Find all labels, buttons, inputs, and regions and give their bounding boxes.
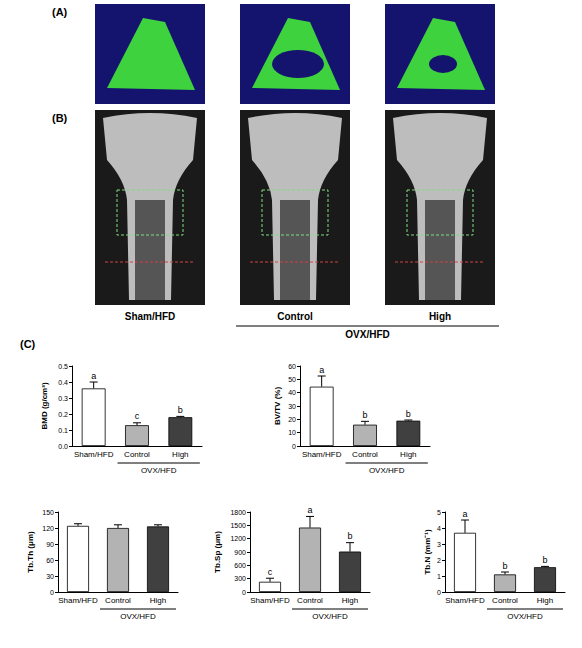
svg-text:High: High bbox=[537, 596, 553, 605]
svg-text:120: 120 bbox=[42, 525, 54, 532]
svg-text:600: 600 bbox=[234, 562, 246, 569]
svg-text:10: 10 bbox=[288, 429, 296, 436]
svg-text:OVX/HFD: OVX/HFD bbox=[141, 466, 177, 475]
svg-text:Tb.Th (μm): Tb.Th (μm) bbox=[26, 531, 35, 573]
svg-text:300: 300 bbox=[234, 575, 246, 582]
svg-text:4: 4 bbox=[437, 525, 441, 532]
svg-text:1: 1 bbox=[437, 573, 441, 580]
svg-text:Sham/HFD: Sham/HFD bbox=[74, 450, 114, 459]
svg-text:0.3: 0.3 bbox=[58, 395, 68, 402]
svg-text:b: b bbox=[362, 410, 367, 420]
svg-text:60: 60 bbox=[46, 557, 54, 564]
svg-text:1800: 1800 bbox=[230, 509, 246, 516]
svg-text:OVX/HFD: OVX/HFD bbox=[507, 612, 543, 621]
svg-text:900: 900 bbox=[234, 549, 246, 556]
svg-text:0: 0 bbox=[50, 589, 54, 596]
svg-text:Sham/HFD: Sham/HFD bbox=[445, 596, 485, 605]
svg-text:Control: Control bbox=[105, 596, 131, 605]
svg-text:High: High bbox=[172, 450, 188, 459]
svg-text:1500: 1500 bbox=[230, 522, 246, 529]
svg-text:Control: Control bbox=[277, 311, 313, 322]
svg-text:Tb.N (mm⁻¹): Tb.N (mm⁻¹) bbox=[423, 529, 432, 575]
svg-text:0.0: 0.0 bbox=[58, 443, 68, 450]
svg-text:a: a bbox=[91, 371, 96, 381]
svg-text:50: 50 bbox=[288, 376, 296, 383]
svg-text:Control: Control bbox=[352, 450, 378, 459]
svg-text:Sham/HFD: Sham/HFD bbox=[58, 596, 98, 605]
svg-text:OVX/HFD: OVX/HFD bbox=[120, 612, 156, 621]
svg-text:High: High bbox=[429, 311, 451, 322]
svg-text:150: 150 bbox=[42, 509, 54, 516]
svg-text:BMD (g/cm³): BMD (g/cm³) bbox=[40, 382, 49, 429]
svg-text:40: 40 bbox=[288, 389, 296, 396]
svg-text:High: High bbox=[400, 450, 416, 459]
svg-text:b: b bbox=[178, 405, 183, 415]
svg-text:b: b bbox=[347, 531, 352, 541]
svg-text:Control: Control bbox=[492, 596, 518, 605]
svg-text:BV/TV (%): BV/TV (%) bbox=[273, 387, 282, 426]
svg-text:5: 5 bbox=[437, 509, 441, 516]
svg-text:Sham/HFD: Sham/HFD bbox=[250, 596, 290, 605]
svg-text:Tb.Sp (μm): Tb.Sp (μm) bbox=[213, 531, 222, 573]
svg-text:30: 30 bbox=[288, 403, 296, 410]
svg-text:60: 60 bbox=[288, 363, 296, 370]
svg-text:0.1: 0.1 bbox=[58, 427, 68, 434]
svg-text:c: c bbox=[268, 567, 273, 577]
svg-text:90: 90 bbox=[46, 541, 54, 548]
svg-text:OVX/HFD: OVX/HFD bbox=[312, 612, 348, 621]
svg-text:1200: 1200 bbox=[230, 535, 246, 542]
svg-text:20: 20 bbox=[288, 416, 296, 423]
svg-text:OVX/HFD: OVX/HFD bbox=[345, 329, 389, 340]
svg-text:0: 0 bbox=[242, 589, 246, 596]
svg-text:High: High bbox=[342, 596, 358, 605]
svg-text:30: 30 bbox=[46, 573, 54, 580]
svg-text:Sham/HFD: Sham/HFD bbox=[302, 450, 342, 459]
svg-text:b: b bbox=[406, 409, 411, 419]
svg-text:0.4: 0.4 bbox=[58, 379, 68, 386]
svg-text:0: 0 bbox=[292, 443, 296, 450]
svg-text:Control: Control bbox=[124, 450, 150, 459]
svg-text:a: a bbox=[319, 365, 324, 375]
html-text:(C): (C) bbox=[20, 338, 36, 350]
svg-text:2: 2 bbox=[437, 557, 441, 564]
svg-text:High: High bbox=[150, 596, 166, 605]
svg-text:OVX/HFD: OVX/HFD bbox=[369, 466, 405, 475]
svg-text:0: 0 bbox=[437, 589, 441, 596]
svg-text:b: b bbox=[542, 555, 547, 565]
svg-text:(A): (A) bbox=[52, 6, 68, 18]
svg-text:3: 3 bbox=[437, 541, 441, 548]
svg-text:0.2: 0.2 bbox=[58, 411, 68, 418]
svg-text:a: a bbox=[307, 505, 312, 515]
svg-text:(B): (B) bbox=[52, 112, 68, 124]
svg-text:b: b bbox=[502, 561, 507, 571]
svg-text:0.5: 0.5 bbox=[58, 363, 68, 370]
svg-text:Control: Control bbox=[297, 596, 323, 605]
svg-text:c: c bbox=[135, 411, 140, 421]
svg-text:a: a bbox=[462, 509, 467, 519]
svg-text:Sham/HFD: Sham/HFD bbox=[125, 311, 176, 322]
